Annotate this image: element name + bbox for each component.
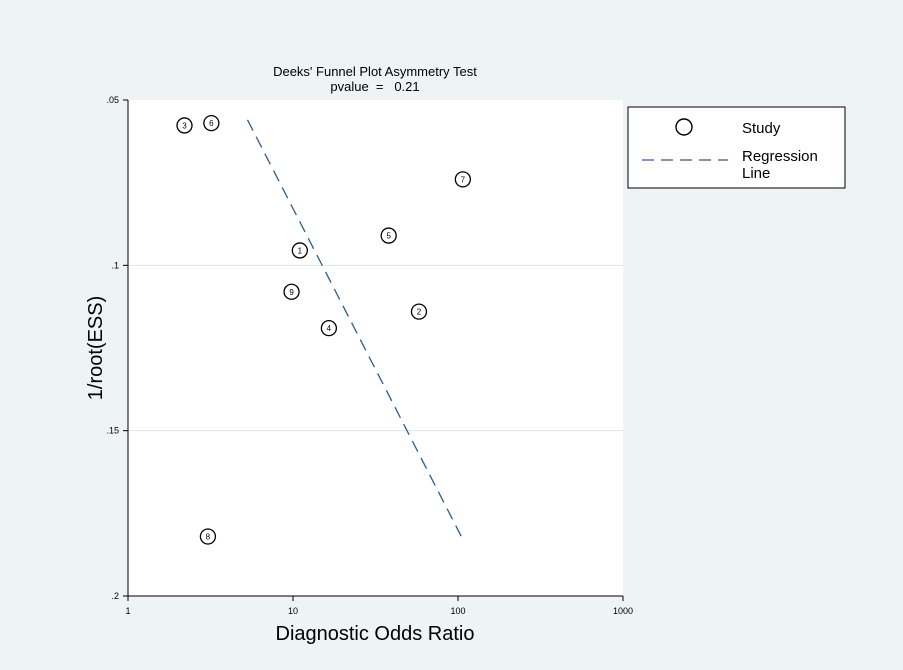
study-marker <box>203 114 220 132</box>
study-label: 8 <box>206 532 211 541</box>
legend-box <box>627 106 846 189</box>
x-tick-label: 1000 <box>613 606 633 616</box>
plot-area <box>128 100 623 596</box>
study-label: 1 <box>298 246 303 255</box>
study-point-7: 7 <box>454 171 471 188</box>
y-tick-label: .1 <box>111 260 119 270</box>
regression-line <box>246 119 463 539</box>
y-axis-label: 1/root(ESS) <box>85 296 107 400</box>
legend: Study Regression Line <box>627 106 846 189</box>
grid-lines <box>128 264 623 432</box>
study-label: 6 <box>209 119 214 128</box>
study-label: 9 <box>289 288 294 297</box>
study-label: 3 <box>182 121 187 130</box>
study-marker <box>380 227 397 244</box>
study-point-2: 2 <box>410 303 428 320</box>
study-point-4: 4 <box>320 320 338 337</box>
x-tick-label: 10 <box>288 606 298 616</box>
legend-study-marker <box>675 118 693 136</box>
study-point-8: 8 <box>199 528 217 545</box>
y-tick-label: .05 <box>106 95 119 105</box>
study-point-1: 1 <box>291 242 308 259</box>
chart-subtitle: pvalue = 0.21 <box>330 79 419 94</box>
study-points: 1 2 3 4 5 6 7 8 9 <box>176 114 471 545</box>
study-label: 2 <box>417 308 422 317</box>
x-axis-ticks: 1 10 100 1000 <box>125 596 633 616</box>
legend-regression-label: Regression Line <box>742 148 822 182</box>
legend-study-label: Study <box>742 120 781 137</box>
study-marker <box>176 117 193 134</box>
y-axis-ticks: .05 .1 .15 .2 <box>106 95 128 601</box>
y-tick-label: .15 <box>106 426 119 436</box>
study-point-6: 6 <box>203 114 220 132</box>
study-point-9: 9 <box>283 283 300 300</box>
chart-title: Deeks' Funnel Plot Asymmetry Test <box>273 64 477 79</box>
x-tick-label: 100 <box>450 606 465 616</box>
y-tick-label: .2 <box>111 591 119 601</box>
study-point-5: 5 <box>380 227 397 244</box>
study-marker <box>454 171 471 188</box>
study-marker <box>410 303 428 320</box>
study-label: 4 <box>327 324 332 333</box>
study-marker <box>283 283 300 300</box>
study-marker <box>291 242 308 259</box>
x-axis-label: Diagnostic Odds Ratio <box>276 623 475 645</box>
study-point-3: 3 <box>176 117 193 134</box>
study-marker <box>199 528 217 545</box>
x-tick-label: 1 <box>125 606 130 616</box>
study-label: 7 <box>461 175 466 184</box>
study-label: 5 <box>386 232 391 241</box>
axes <box>127 100 623 597</box>
regression-line-group <box>246 119 463 539</box>
study-marker <box>320 320 338 337</box>
